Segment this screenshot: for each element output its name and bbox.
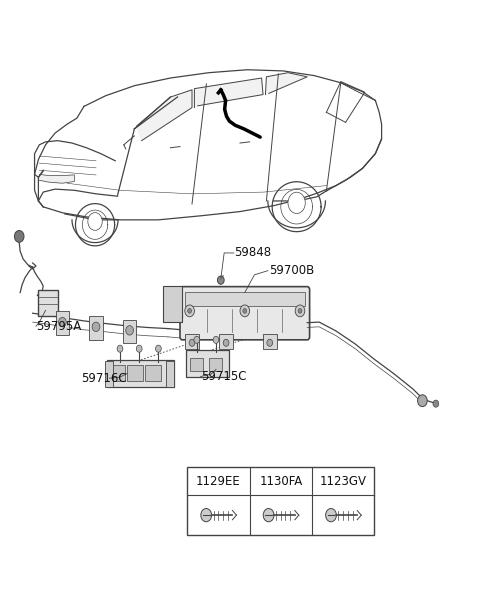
Text: 59795A: 59795A	[36, 320, 81, 333]
Polygon shape	[39, 174, 74, 183]
Circle shape	[263, 508, 274, 522]
Text: 59715C: 59715C	[202, 370, 247, 383]
Bar	[127, 365, 143, 381]
Circle shape	[117, 345, 123, 352]
Bar	[263, 334, 277, 349]
Bar	[105, 361, 113, 387]
Text: 59700B: 59700B	[269, 264, 314, 277]
Circle shape	[201, 508, 212, 522]
Circle shape	[188, 309, 192, 313]
Text: 1130FA: 1130FA	[259, 475, 302, 488]
Text: 59716C: 59716C	[82, 372, 127, 385]
Bar	[163, 286, 182, 322]
Bar	[185, 292, 305, 306]
Circle shape	[288, 192, 305, 213]
Circle shape	[14, 230, 24, 242]
Circle shape	[156, 345, 161, 352]
Circle shape	[213, 336, 219, 343]
Text: 1129EE: 1129EE	[196, 475, 241, 488]
Bar	[187, 467, 374, 535]
FancyBboxPatch shape	[107, 360, 174, 387]
Bar	[56, 311, 69, 335]
Circle shape	[136, 345, 142, 352]
Circle shape	[243, 309, 247, 313]
Circle shape	[223, 339, 229, 346]
Circle shape	[267, 339, 273, 346]
Circle shape	[194, 336, 200, 343]
Circle shape	[189, 339, 195, 346]
Circle shape	[298, 309, 302, 313]
Circle shape	[240, 305, 250, 317]
Text: 59848: 59848	[234, 246, 271, 259]
Bar	[209, 358, 222, 371]
Bar	[190, 358, 203, 371]
Circle shape	[126, 326, 133, 335]
Polygon shape	[194, 78, 263, 108]
Circle shape	[92, 322, 100, 332]
Circle shape	[185, 305, 194, 317]
Circle shape	[325, 508, 336, 522]
FancyBboxPatch shape	[186, 350, 229, 377]
Circle shape	[59, 317, 66, 327]
Circle shape	[418, 395, 427, 407]
Bar	[89, 316, 103, 340]
FancyBboxPatch shape	[180, 287, 310, 340]
Circle shape	[433, 400, 439, 407]
Bar	[185, 334, 199, 349]
Circle shape	[217, 276, 224, 284]
Polygon shape	[137, 90, 192, 141]
FancyBboxPatch shape	[38, 290, 58, 316]
Bar	[166, 361, 174, 387]
Circle shape	[295, 305, 305, 317]
Bar	[219, 334, 233, 349]
Bar	[145, 365, 161, 381]
Text: 1123GV: 1123GV	[320, 475, 367, 488]
Bar	[108, 365, 125, 381]
Circle shape	[88, 213, 102, 230]
Polygon shape	[265, 73, 307, 95]
Bar	[123, 320, 136, 343]
